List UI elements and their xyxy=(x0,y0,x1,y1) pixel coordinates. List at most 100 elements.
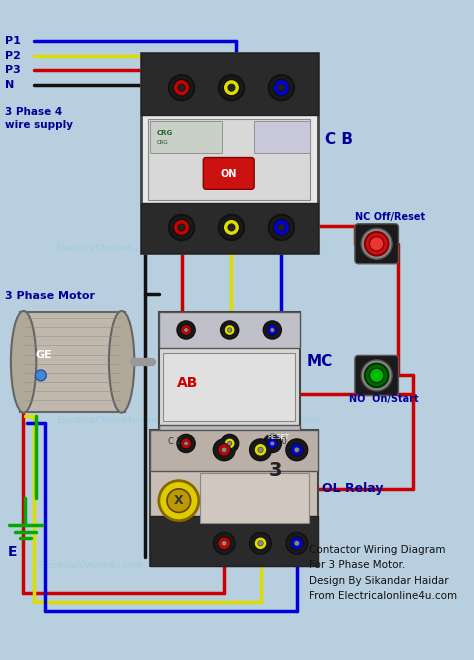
Text: ElectricalOnline4u: ElectricalOnline4u xyxy=(177,167,253,176)
Circle shape xyxy=(365,364,389,387)
Circle shape xyxy=(291,537,303,550)
Bar xyxy=(141,53,318,115)
Bar xyxy=(164,352,295,421)
Text: NO  On/Start: NO On/Start xyxy=(349,394,419,404)
Text: ElectricalOnline4u.com: ElectricalOnline4u.com xyxy=(216,416,320,425)
Circle shape xyxy=(267,438,278,449)
Text: For 3 Phase Motor.: For 3 Phase Motor. xyxy=(309,560,405,570)
Bar xyxy=(148,119,310,200)
Circle shape xyxy=(254,537,267,550)
Bar xyxy=(150,121,222,153)
Text: From Electricalonline4u.com: From Electricalonline4u.com xyxy=(309,591,457,601)
Circle shape xyxy=(173,219,190,236)
Circle shape xyxy=(219,75,244,100)
Circle shape xyxy=(269,75,294,100)
Text: RESET: RESET xyxy=(268,434,290,440)
Circle shape xyxy=(286,533,308,554)
Bar xyxy=(200,473,309,523)
Circle shape xyxy=(286,439,308,461)
Circle shape xyxy=(250,533,272,554)
Text: CRG: CRG xyxy=(157,130,173,136)
Bar xyxy=(150,516,318,566)
Circle shape xyxy=(181,438,191,449)
Circle shape xyxy=(270,328,274,332)
Text: wire supply: wire supply xyxy=(5,120,73,130)
Circle shape xyxy=(218,444,230,456)
Bar xyxy=(20,312,125,412)
Circle shape xyxy=(228,224,235,231)
Circle shape xyxy=(36,370,46,381)
Circle shape xyxy=(270,441,274,446)
Circle shape xyxy=(258,447,263,453)
Text: ElectricalOnline4u.com: ElectricalOnline4u.com xyxy=(167,489,264,498)
Circle shape xyxy=(167,489,191,512)
Circle shape xyxy=(177,434,195,453)
Circle shape xyxy=(177,321,195,339)
Circle shape xyxy=(184,328,188,332)
FancyBboxPatch shape xyxy=(355,224,399,264)
Text: P3: P3 xyxy=(5,65,20,75)
Ellipse shape xyxy=(11,311,36,412)
Text: NC Off/Reset: NC Off/Reset xyxy=(355,212,425,222)
Text: ElectricalOnline4u.com: ElectricalOnline4u.com xyxy=(57,244,161,253)
Text: C B: C B xyxy=(325,132,353,147)
Circle shape xyxy=(218,537,230,550)
Text: GE: GE xyxy=(35,350,52,360)
Circle shape xyxy=(361,228,392,259)
Circle shape xyxy=(228,328,232,332)
Circle shape xyxy=(294,541,300,546)
Text: Contactor Wiring Diagram: Contactor Wiring Diagram xyxy=(309,544,445,554)
Circle shape xyxy=(267,325,278,335)
Text: ON: ON xyxy=(220,169,237,179)
Text: X: X xyxy=(174,494,183,507)
Circle shape xyxy=(224,438,235,449)
Circle shape xyxy=(169,75,194,100)
Text: C 2 3: C 2 3 xyxy=(168,437,190,446)
Circle shape xyxy=(178,224,185,231)
Circle shape xyxy=(220,434,239,453)
Bar xyxy=(159,425,300,461)
Bar xyxy=(141,53,318,253)
Circle shape xyxy=(369,236,384,251)
Text: CRG: CRG xyxy=(157,140,169,145)
Circle shape xyxy=(369,368,384,383)
Bar xyxy=(141,203,318,253)
Text: Design By Sikandar Haidar: Design By Sikandar Haidar xyxy=(309,576,448,585)
Circle shape xyxy=(221,447,227,453)
Text: 3 Phase Motor: 3 Phase Motor xyxy=(5,292,94,302)
Circle shape xyxy=(184,441,188,446)
Circle shape xyxy=(365,232,389,255)
Circle shape xyxy=(173,79,190,96)
Text: P2: P2 xyxy=(5,51,20,61)
Circle shape xyxy=(278,224,285,231)
Text: P1: P1 xyxy=(5,36,20,46)
Circle shape xyxy=(273,219,290,236)
Circle shape xyxy=(169,214,194,240)
Text: 3: 3 xyxy=(268,461,282,480)
Text: ElectricalOnline4u.com: ElectricalOnline4u.com xyxy=(216,562,320,570)
Circle shape xyxy=(291,444,303,456)
Text: E: E xyxy=(8,545,18,560)
Text: MC: MC xyxy=(307,354,333,369)
Bar xyxy=(254,121,310,153)
Bar xyxy=(159,312,300,348)
Circle shape xyxy=(269,214,294,240)
Circle shape xyxy=(219,214,244,240)
Circle shape xyxy=(228,441,232,446)
Circle shape xyxy=(221,541,227,546)
Circle shape xyxy=(213,439,235,461)
Circle shape xyxy=(228,84,235,91)
Circle shape xyxy=(254,444,267,456)
Text: AB: AB xyxy=(177,376,199,389)
Text: 3 Phase 4: 3 Phase 4 xyxy=(5,107,62,117)
Circle shape xyxy=(220,321,239,339)
Circle shape xyxy=(223,79,240,96)
Circle shape xyxy=(213,533,235,554)
Ellipse shape xyxy=(109,311,134,412)
Text: - 1 0: - 1 0 xyxy=(268,437,286,446)
Circle shape xyxy=(361,360,392,391)
Circle shape xyxy=(278,84,285,91)
Bar xyxy=(150,430,318,471)
Text: OL Relay: OL Relay xyxy=(322,482,384,496)
Circle shape xyxy=(273,79,290,96)
